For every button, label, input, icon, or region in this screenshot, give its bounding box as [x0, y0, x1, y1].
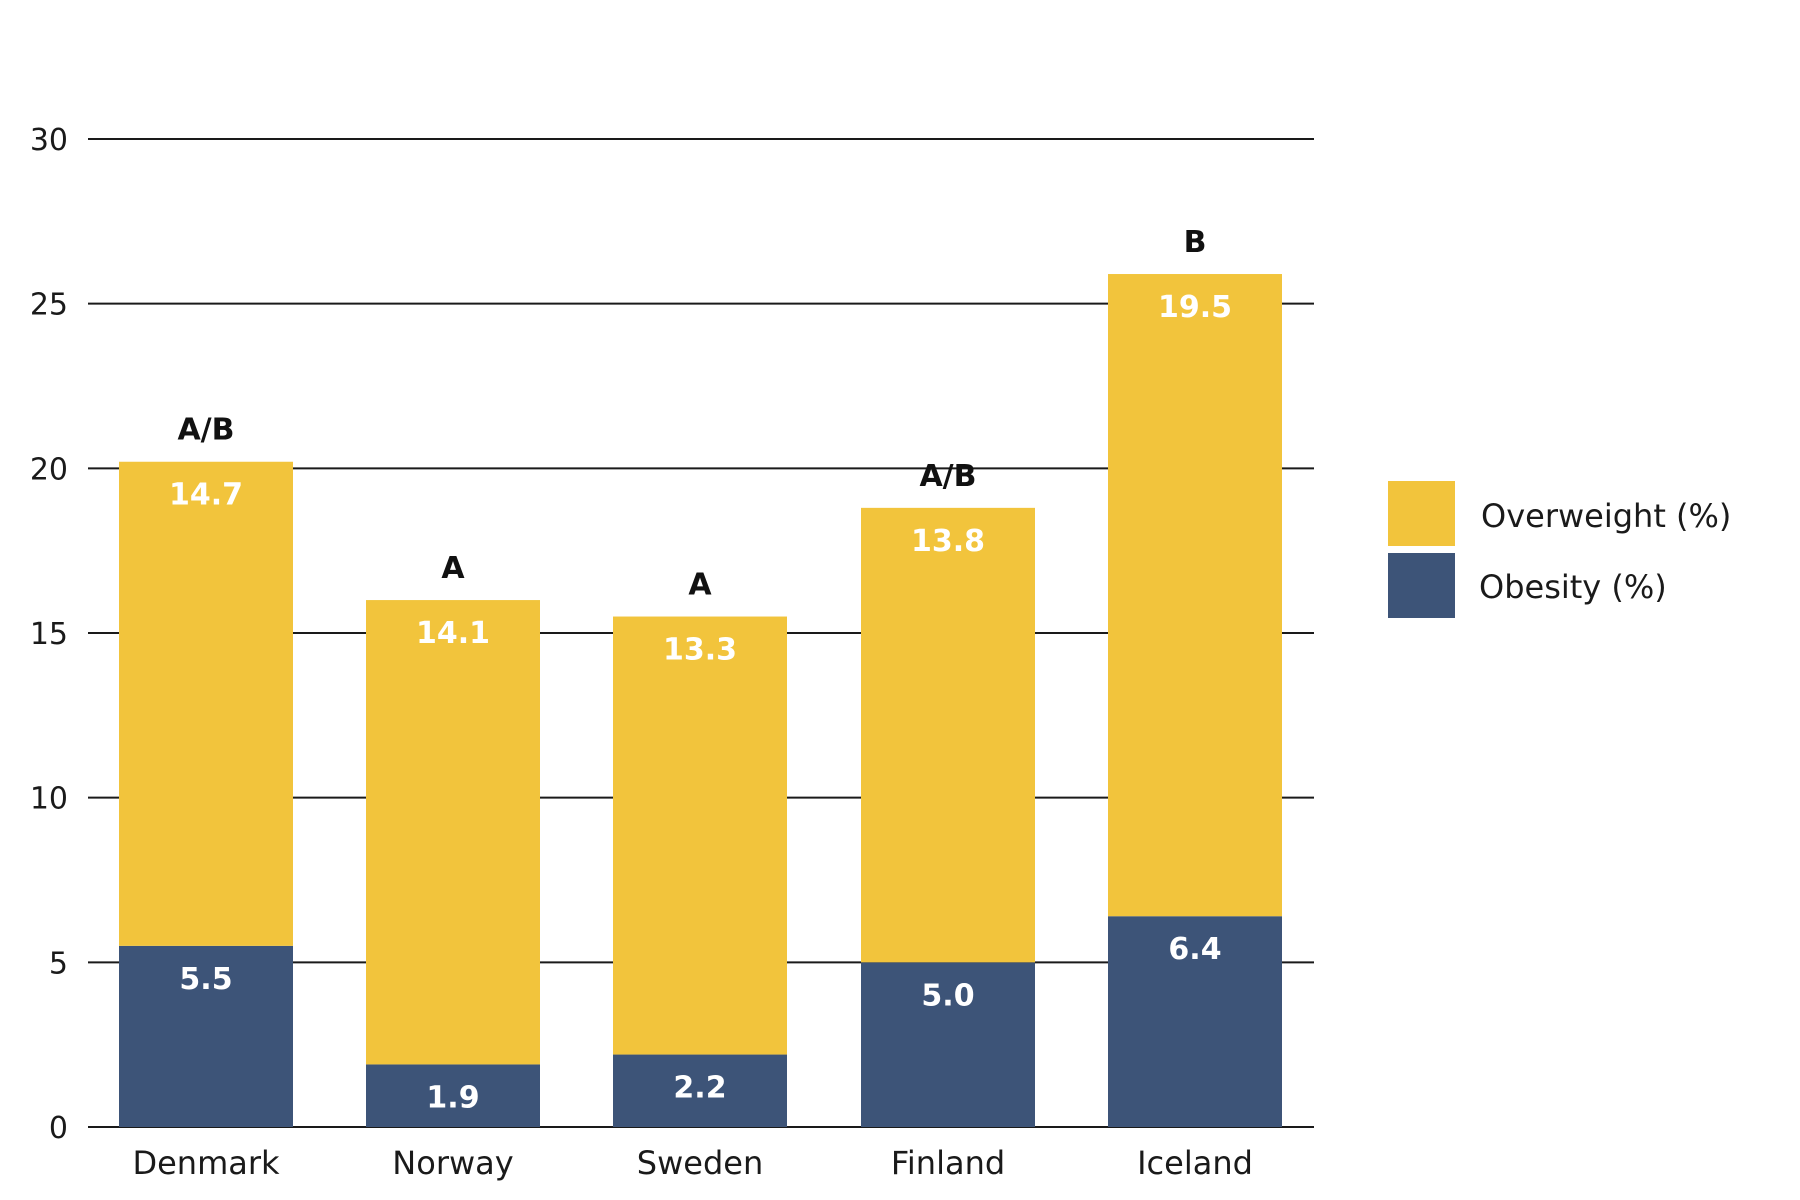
y-tick-label: 20: [30, 452, 68, 487]
overweight-bar-norway: [366, 600, 540, 1065]
legend-label-obesity: Obesity (%): [1479, 568, 1667, 606]
value-label-obesity-sweden: 2.2: [673, 1071, 726, 1106]
value-label-overweight-denmark: 14.7: [169, 478, 243, 513]
obesity-bar-denmark: [119, 945, 293, 1127]
value-label-overweight-finland: 13.8: [911, 524, 985, 559]
group-label-denmark: A/B: [177, 413, 234, 448]
y-tick-label: 10: [30, 782, 68, 817]
legend-label-overweight: Overweight (%): [1481, 497, 1731, 535]
obesity-bar-norway: [366, 1064, 540, 1127]
bar-labels: 5.5 14.7 A/B 1.9 14.1 A 2.2 13.3 A 5.0 13.8 A/B 6.4 1…: [169, 225, 1232, 1115]
obesity-bar-sweden: [613, 1054, 787, 1127]
value-label-overweight-iceland: 19.5: [1158, 290, 1232, 325]
overweight-bar-finland: [861, 507, 1035, 963]
x-tick-label-denmark: Denmark: [132, 1144, 280, 1182]
value-label-obesity-denmark: 5.5: [179, 962, 232, 997]
legend: Overweight (%) Obesity (%): [1388, 481, 1731, 618]
overweight-bar-sweden: [613, 616, 787, 1055]
x-tick-label-norway: Norway: [392, 1144, 513, 1182]
value-label-obesity-finland: 5.0: [921, 978, 974, 1013]
x-tick-label-iceland: Iceland: [1137, 1144, 1253, 1182]
legend-swatch-obesity: [1388, 553, 1455, 618]
group-label-iceland: B: [1184, 225, 1207, 260]
overweight-bar-denmark: [119, 461, 293, 946]
value-label-overweight-sweden: 13.3: [663, 633, 737, 668]
obesity-bar-iceland: [1108, 916, 1282, 1127]
x-axis-ticks: Denmark Norway Sweden Finland Iceland: [132, 1144, 1252, 1182]
value-label-overweight-norway: 14.1: [416, 616, 490, 651]
bars: [119, 274, 1282, 1127]
x-tick-label-finland: Finland: [891, 1144, 1005, 1182]
obesity-bar-finland: [861, 962, 1035, 1127]
legend-swatch-overweight: [1388, 481, 1455, 546]
y-tick-label: 0: [49, 1111, 68, 1146]
value-label-obesity-iceland: 6.4: [1168, 932, 1221, 967]
y-tick-label: 15: [30, 617, 68, 652]
x-tick-label-sweden: Sweden: [637, 1144, 763, 1182]
overweight-bar-iceland: [1108, 274, 1282, 917]
y-axis-ticks: 0 5 10 15 20 25 30: [30, 123, 68, 1146]
group-label-sweden: A: [688, 568, 712, 603]
group-label-norway: A: [441, 551, 465, 586]
group-label-finland: A/B: [919, 459, 976, 494]
y-tick-label: 5: [49, 946, 68, 981]
y-tick-label: 25: [30, 288, 68, 323]
y-tick-label: 30: [30, 123, 68, 158]
value-label-obesity-norway: 1.9: [426, 1080, 479, 1115]
